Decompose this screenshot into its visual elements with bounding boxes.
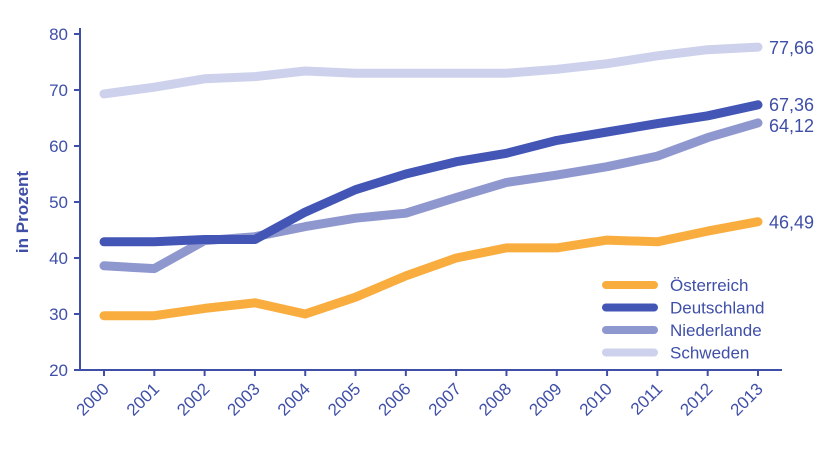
x-tick-label: 2006 bbox=[374, 379, 414, 419]
x-tick-label: 2001 bbox=[123, 379, 163, 419]
end-value-label: 77,66 bbox=[769, 38, 814, 58]
x-tick-label: 2011 bbox=[627, 379, 666, 418]
legend-label: Deutschland bbox=[670, 299, 765, 318]
x-tick-label: 2004 bbox=[274, 379, 314, 419]
y-tick-label: 80 bbox=[49, 25, 68, 44]
x-tick-label: 2007 bbox=[425, 379, 465, 419]
x-tick-label: 2013 bbox=[727, 379, 767, 419]
end-value-label: 46,49 bbox=[769, 213, 814, 233]
series-lines bbox=[99, 42, 763, 321]
x-tick-label: 2010 bbox=[576, 379, 616, 419]
series-line-schweden bbox=[99, 42, 763, 99]
legend-label: Österreich bbox=[670, 276, 748, 295]
y-tick-label: 20 bbox=[49, 361, 68, 380]
y-tick-label: 30 bbox=[49, 305, 68, 324]
x-tick-label: 2009 bbox=[525, 379, 565, 419]
x-tick-label: 2002 bbox=[173, 379, 213, 419]
y-tick-label: 50 bbox=[49, 193, 68, 212]
end-value-label: 67,36 bbox=[769, 95, 814, 115]
y-tick-label: 70 bbox=[49, 81, 68, 100]
x-tick-label: 2012 bbox=[676, 379, 716, 419]
x-tick-label: 2005 bbox=[324, 379, 364, 419]
series-line-deutschland bbox=[99, 100, 763, 247]
x-tick-label: 2000 bbox=[73, 379, 113, 419]
y-tick-label: 60 bbox=[49, 137, 68, 156]
legend-label: Schweden bbox=[670, 344, 749, 363]
legend-label: Niederlande bbox=[670, 321, 762, 340]
series-line-niederlande bbox=[99, 118, 763, 274]
legend: Österreich Deutschland Niederlande Schweden bbox=[602, 276, 765, 363]
x-tick-label: 2003 bbox=[224, 379, 264, 419]
y-tick-label: 40 bbox=[49, 249, 68, 268]
y-axis-label: in Prozent bbox=[13, 171, 32, 254]
series-line-österreich bbox=[99, 217, 763, 321]
end-value-label: 64,12 bbox=[769, 116, 814, 136]
x-tick-label: 2008 bbox=[475, 379, 515, 419]
